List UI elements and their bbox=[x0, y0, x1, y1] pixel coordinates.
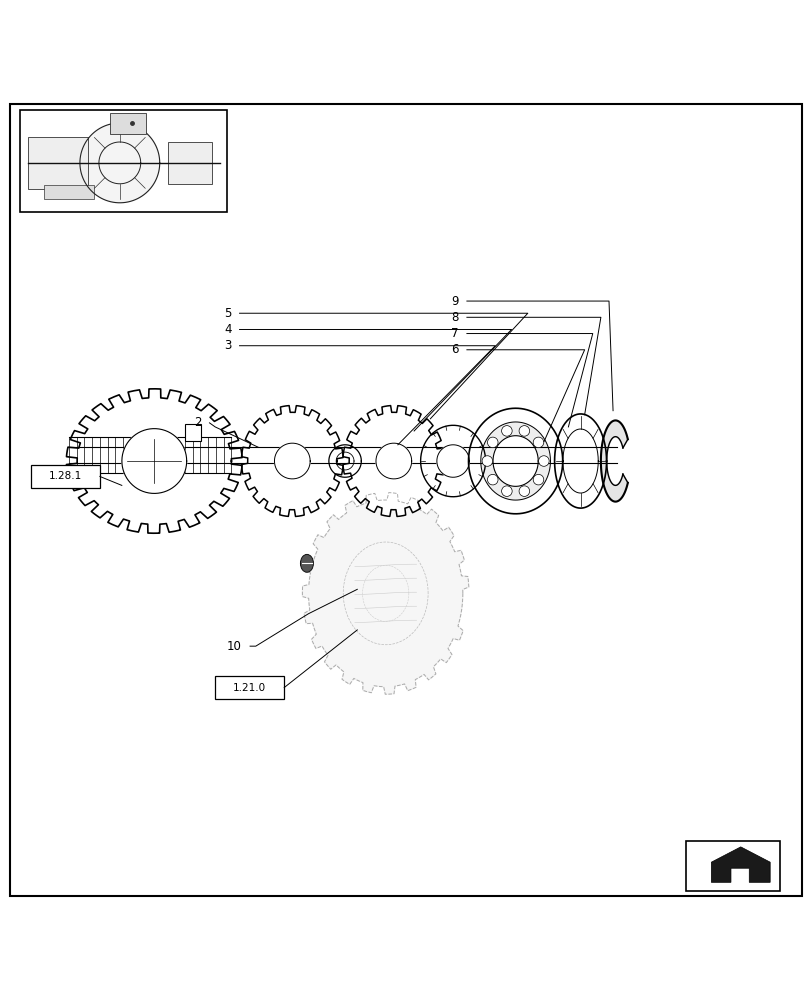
Circle shape bbox=[501, 426, 512, 436]
Bar bbox=[44, 185, 93, 199]
Polygon shape bbox=[600, 420, 627, 502]
Circle shape bbox=[482, 456, 492, 466]
Circle shape bbox=[533, 437, 543, 448]
Polygon shape bbox=[710, 847, 769, 882]
Bar bbox=[215, 676, 284, 699]
Circle shape bbox=[487, 474, 497, 485]
Text: 9: 9 bbox=[451, 295, 458, 308]
Text: 6: 6 bbox=[451, 343, 458, 356]
Polygon shape bbox=[468, 408, 562, 514]
Bar bbox=[31, 465, 100, 488]
Text: 4: 4 bbox=[224, 323, 231, 336]
Polygon shape bbox=[336, 452, 354, 470]
Bar bbox=[685, 841, 779, 891]
Polygon shape bbox=[554, 414, 606, 508]
Polygon shape bbox=[79, 123, 160, 203]
Polygon shape bbox=[328, 445, 361, 477]
Polygon shape bbox=[480, 422, 550, 500]
Text: 7: 7 bbox=[451, 327, 458, 340]
Polygon shape bbox=[67, 389, 242, 533]
Circle shape bbox=[518, 486, 529, 496]
Circle shape bbox=[518, 426, 529, 436]
Bar bbox=[185, 424, 201, 441]
Text: 1.28.1: 1.28.1 bbox=[49, 471, 82, 481]
Polygon shape bbox=[122, 429, 187, 493]
Circle shape bbox=[533, 474, 543, 485]
Circle shape bbox=[501, 486, 512, 496]
Bar bbox=[28, 137, 88, 189]
Text: 8: 8 bbox=[451, 311, 458, 324]
Polygon shape bbox=[436, 445, 469, 477]
Text: 2: 2 bbox=[194, 416, 201, 429]
Ellipse shape bbox=[300, 554, 313, 572]
Bar bbox=[168, 142, 212, 184]
Bar bbox=[20, 110, 227, 212]
Polygon shape bbox=[302, 493, 468, 694]
Text: 5: 5 bbox=[224, 307, 231, 320]
Polygon shape bbox=[241, 406, 343, 516]
Polygon shape bbox=[420, 425, 485, 497]
Polygon shape bbox=[492, 436, 538, 486]
Text: 10: 10 bbox=[227, 640, 242, 653]
Circle shape bbox=[487, 437, 497, 448]
Polygon shape bbox=[274, 443, 310, 479]
Polygon shape bbox=[562, 429, 598, 493]
Text: 3: 3 bbox=[224, 339, 231, 352]
Circle shape bbox=[538, 456, 548, 466]
Bar bbox=[109, 113, 146, 134]
Text: 1.21.0: 1.21.0 bbox=[233, 683, 266, 693]
Polygon shape bbox=[375, 443, 411, 479]
Polygon shape bbox=[342, 406, 444, 516]
